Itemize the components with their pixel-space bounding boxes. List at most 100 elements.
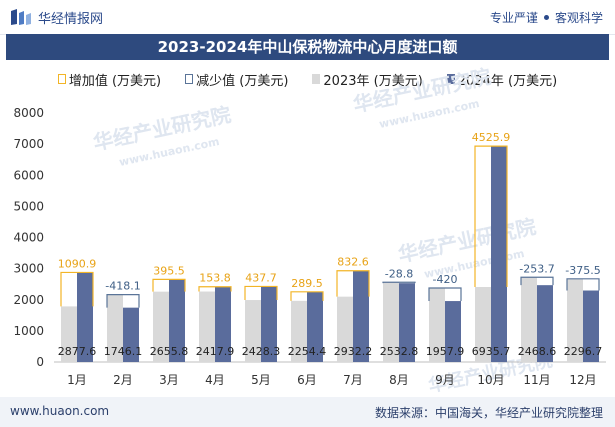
bar-2023-7: [337, 296, 353, 362]
axes-group: 0 1000 2000 3000 4000 5000 6000 7000 8000: [13, 106, 606, 369]
change-label-6: 289.5: [291, 277, 323, 290]
bar-2023-1: [61, 306, 77, 362]
y-tick-label-7: 7000: [13, 137, 44, 151]
change-bracket-7: [336, 270, 370, 297]
change-bracket-5: [244, 285, 278, 301]
bar-2023-10: [475, 286, 491, 362]
bar-2023-8: [383, 282, 399, 362]
top-bar: 华经情报网 专业严谨 客观科学: [0, 0, 615, 35]
footer-website: www.huaon.com: [10, 404, 110, 418]
value-label-2024-11: 2468.6: [518, 345, 557, 358]
legend-label-increase: 增加值 (万美元): [68, 73, 162, 89]
legend-swatch-2024: [446, 74, 455, 84]
legend-swatch-decrease: [185, 74, 194, 84]
bar-2024-2: [123, 307, 139, 362]
change-label-10: 4525.9: [472, 131, 511, 144]
change-bracket-8: [382, 281, 416, 284]
y-tick-label-5: 5000: [13, 199, 44, 213]
change-label-8: -28.8: [385, 267, 413, 280]
x-tick-label-10: 10月: [477, 373, 504, 387]
bar-2024-5: [261, 286, 277, 362]
slogan-dot-icon: [543, 15, 549, 20]
change-bracket-6: [290, 291, 324, 301]
value-label-2024-10: 6935.7: [472, 345, 511, 358]
y-tick-label-2: 2000: [13, 293, 44, 307]
bar-2023-5: [245, 300, 261, 362]
footer-source: 数据来源：中国海关，华经产业研究院整理: [374, 406, 603, 420]
bar-2024-8: [399, 283, 415, 362]
legend-item-decrease: 减少值 (万美元): [185, 70, 289, 89]
change-bracket-9: [428, 287, 462, 302]
change-bracket-4: [198, 286, 232, 292]
legend-item-2024: 2024年 (万美元): [446, 70, 557, 89]
slogan-right: 客观科学: [554, 11, 603, 25]
x-tick-label-7: 7月: [343, 373, 363, 387]
value-label-2024-5: 2428.3: [242, 345, 281, 358]
change-label-9: -420: [433, 273, 458, 286]
change-bracket-12: [566, 278, 600, 291]
bar-2023-6: [291, 300, 307, 362]
bar-2023-9: [429, 287, 445, 362]
y-tick-label-4: 4000: [13, 231, 44, 245]
bar-2024-10: [491, 146, 507, 362]
x-tick-label-5: 5月: [251, 373, 271, 387]
bar-2024-11: [537, 285, 553, 362]
bar-2023-12: [567, 278, 583, 362]
y-tick-label-3: 3000: [13, 262, 44, 276]
y-tick-label-0: 0: [36, 355, 44, 369]
chart-svg: 华经产业研究院 www.huaon.com 华经产业研究院 www.huaon.…: [13, 64, 606, 397]
chart-title: 2023-2024年中山保税物流中心月度进口额: [6, 34, 609, 60]
footer: www.huaon.com 数据来源：中国海关，华经产业研究院整理: [0, 397, 615, 427]
value-label-2024-4: 2417.9: [196, 345, 235, 358]
change-bracket-11: [520, 276, 554, 286]
value-label-2024-6: 2254.4: [288, 345, 327, 358]
change-bracket-10: [474, 145, 508, 287]
value-label-2024-12: 2296.7: [564, 345, 603, 358]
bar-2023-11: [521, 277, 537, 362]
labels-group: 1090.9 2877.6 1月 -418.1 1746.1 2月 395.5 2655.8 3…: [58, 131, 603, 387]
value-label-2024-2: 1746.1: [104, 345, 143, 358]
legend-item-increase: 增加值 (万美元): [57, 70, 162, 89]
bars-group: [60, 145, 600, 362]
x-tick-label-11: 11月: [523, 373, 550, 387]
bar-2023-3: [153, 291, 169, 362]
x-tick-label-1: 1月: [67, 373, 87, 387]
x-tick-label-3: 3月: [159, 373, 179, 387]
value-label-2024-7: 2932.2: [334, 345, 373, 358]
x-tick-label-8: 8月: [389, 373, 409, 387]
change-label-5: 437.7: [245, 271, 277, 284]
bar-2024-9: [445, 301, 461, 362]
x-tick-label-12: 12月: [569, 373, 596, 387]
bar-2024-7: [353, 270, 369, 362]
y-tick-label-1: 1000: [13, 324, 44, 338]
bar-2023-4: [199, 291, 215, 362]
brand-logo-icon: [11, 9, 31, 25]
value-label-2024-1: 2877.6: [58, 345, 97, 358]
value-label-2024-8: 2532.8: [380, 345, 419, 358]
bar-2024-12: [583, 290, 599, 362]
change-label-7: 832.6: [337, 256, 369, 269]
bar-2024-1: [77, 272, 93, 362]
change-label-12: -375.5: [565, 264, 600, 277]
legend-item-2023: 2023年 (万美元): [312, 70, 423, 89]
y-tick-label-6: 6000: [13, 168, 44, 182]
x-tick-label-9: 9月: [435, 373, 455, 387]
legend-label-decrease: 减少值 (万美元): [196, 73, 289, 89]
bar-2023-2: [107, 294, 123, 362]
change-label-2: -418.1: [105, 280, 140, 293]
value-label-2024-9: 1957.9: [426, 345, 465, 358]
brand-name: 华经情报网: [38, 11, 104, 27]
legend-label-2023: 2023年 (万美元): [323, 73, 423, 89]
value-label-2024-3: 2655.8: [150, 345, 189, 358]
x-tick-label-4: 4月: [205, 373, 225, 387]
change-label-1: 1090.9: [58, 257, 97, 270]
slogan: 专业严谨 客观科学: [490, 9, 603, 26]
legend-swatch-increase: [57, 74, 66, 84]
change-bracket-3: [152, 278, 186, 292]
chart-legend: 增加值 (万美元) 减少值 (万美元) 2023年 (万美元) 2024年 (万…: [0, 70, 615, 89]
change-label-4: 153.8: [199, 272, 231, 285]
bar-2024-4: [215, 286, 231, 362]
change-label-11: -253.7: [519, 262, 554, 275]
change-bracket-2: [106, 294, 140, 308]
x-tick-label-6: 6月: [297, 373, 317, 387]
